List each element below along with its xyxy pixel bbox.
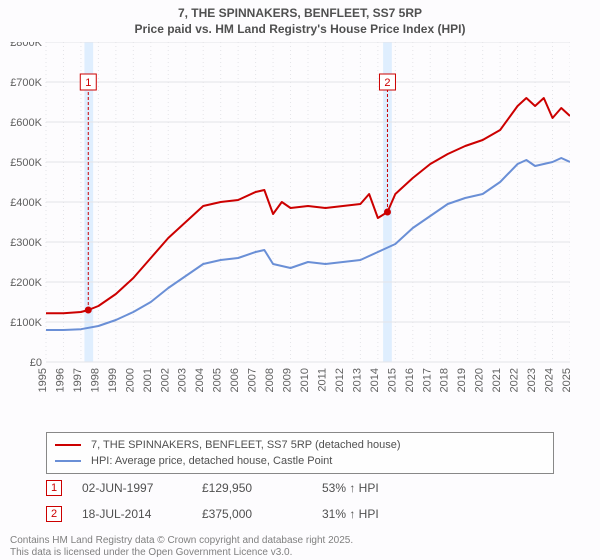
svg-text:2009: 2009 bbox=[282, 368, 294, 392]
svg-text:£700K: £700K bbox=[10, 77, 42, 89]
legend-swatch bbox=[55, 460, 81, 462]
svg-text:£500K: £500K bbox=[10, 157, 42, 169]
svg-text:£400K: £400K bbox=[10, 197, 42, 209]
svg-text:2018: 2018 bbox=[439, 368, 451, 392]
footer-attribution: Contains HM Land Registry data © Crown c… bbox=[10, 535, 590, 559]
svg-text:£800K: £800K bbox=[10, 42, 42, 49]
sale-pct-2: 31% ↑ HPI bbox=[322, 507, 442, 521]
svg-text:1996: 1996 bbox=[54, 368, 66, 392]
svg-text:2016: 2016 bbox=[404, 368, 416, 392]
svg-text:2022: 2022 bbox=[509, 368, 521, 392]
legend-row: HPI: Average price, detached house, Cast… bbox=[55, 453, 545, 469]
svg-text:2020: 2020 bbox=[474, 368, 486, 392]
svg-text:1997: 1997 bbox=[72, 368, 84, 392]
sale-marker-2: 2 bbox=[46, 506, 62, 522]
legend-row: 7, THE SPINNAKERS, BENFLEET, SS7 5RP (de… bbox=[55, 437, 545, 453]
svg-text:2014: 2014 bbox=[369, 368, 381, 392]
svg-text:2021: 2021 bbox=[491, 368, 503, 392]
svg-text:2025: 2025 bbox=[561, 368, 570, 392]
svg-text:£300K: £300K bbox=[10, 237, 42, 249]
svg-text:2019: 2019 bbox=[456, 368, 468, 392]
svg-text:2013: 2013 bbox=[351, 368, 363, 392]
svg-text:2004: 2004 bbox=[194, 368, 206, 392]
sale-pct-1: 53% ↑ HPI bbox=[322, 481, 442, 495]
svg-text:2011: 2011 bbox=[316, 368, 328, 392]
chart-title: 7, THE SPINNAKERS, BENFLEET, SS7 5RP Pri… bbox=[0, 6, 600, 37]
svg-text:2010: 2010 bbox=[299, 368, 311, 392]
svg-text:2006: 2006 bbox=[229, 368, 241, 392]
svg-text:1999: 1999 bbox=[107, 368, 119, 392]
svg-text:2007: 2007 bbox=[247, 368, 259, 392]
title-line-2: Price paid vs. HM Land Registry's House … bbox=[0, 22, 600, 38]
sale-marker-1: 1 bbox=[46, 480, 62, 496]
svg-text:2023: 2023 bbox=[526, 368, 538, 392]
legend: 7, THE SPINNAKERS, BENFLEET, SS7 5RP (de… bbox=[46, 432, 554, 474]
svg-text:2017: 2017 bbox=[421, 368, 433, 392]
svg-text:2003: 2003 bbox=[177, 368, 189, 392]
sale-row-2: 2 18-JUL-2014 £375,000 31% ↑ HPI bbox=[46, 506, 442, 522]
svg-text:1995: 1995 bbox=[37, 368, 49, 392]
sale-date-1: 02-JUN-1997 bbox=[82, 481, 202, 495]
legend-swatch bbox=[55, 444, 81, 446]
svg-text:2000: 2000 bbox=[124, 368, 136, 392]
svg-text:1: 1 bbox=[85, 77, 91, 89]
sale-date-2: 18-JUL-2014 bbox=[82, 507, 202, 521]
svg-text:2015: 2015 bbox=[386, 368, 398, 392]
svg-text:2008: 2008 bbox=[264, 368, 276, 392]
svg-text:£200K: £200K bbox=[10, 277, 42, 289]
title-line-1: 7, THE SPINNAKERS, BENFLEET, SS7 5RP bbox=[0, 6, 600, 22]
svg-text:2: 2 bbox=[384, 77, 390, 89]
footer-line-1: Contains HM Land Registry data © Crown c… bbox=[10, 535, 590, 547]
chart-svg: £0 £100K £200K £300K £400K £500K £600K £700K £80… bbox=[10, 42, 570, 404]
sale-row-1: 1 02-JUN-1997 £129,950 53% ↑ HPI bbox=[46, 480, 442, 496]
svg-text:2002: 2002 bbox=[159, 368, 171, 392]
legend-label: HPI: Average price, detached house, Cast… bbox=[91, 455, 332, 467]
svg-text:2005: 2005 bbox=[212, 368, 224, 392]
sale-price-2: £375,000 bbox=[202, 507, 322, 521]
price-chart: £0 £100K £200K £300K £400K £500K £600K £700K £80… bbox=[10, 42, 570, 404]
svg-text:2024: 2024 bbox=[544, 368, 556, 392]
sale-price-1: £129,950 bbox=[202, 481, 322, 495]
legend-label: 7, THE SPINNAKERS, BENFLEET, SS7 5RP (de… bbox=[91, 439, 401, 451]
svg-text:2001: 2001 bbox=[142, 368, 154, 392]
svg-text:£600K: £600K bbox=[10, 117, 42, 129]
footer-line-2: This data is licensed under the Open Gov… bbox=[10, 547, 590, 559]
svg-text:1998: 1998 bbox=[89, 368, 101, 392]
svg-text:£0: £0 bbox=[30, 357, 42, 369]
svg-text:2012: 2012 bbox=[334, 368, 346, 392]
svg-text:£100K: £100K bbox=[10, 317, 42, 329]
